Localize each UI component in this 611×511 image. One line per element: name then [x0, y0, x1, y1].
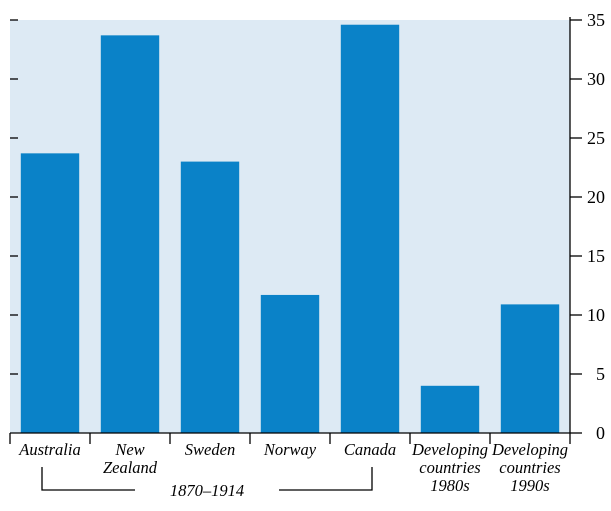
y-tick-label: 5 — [596, 364, 605, 384]
bar-6 — [500, 304, 560, 433]
bar-2 — [180, 161, 240, 433]
group-bracket: 1870–1914 — [41, 467, 373, 500]
bar-0 — [20, 153, 80, 433]
axes-group: 0 5 10 15 20 25 30 35 — [9, 10, 605, 444]
bar-5 — [420, 385, 480, 433]
category-label-1: New Zealand — [103, 440, 158, 477]
group-bracket-line — [41, 467, 373, 491]
y-tick-label: 10 — [587, 305, 605, 325]
y-tick-label: 15 — [587, 246, 605, 266]
bar-4 — [340, 24, 400, 433]
category-label-5: Developing countries 1980s — [411, 440, 488, 495]
bar-1 — [100, 35, 160, 434]
category-label-6: Developing countries 1990s — [491, 440, 568, 495]
y-tick-label: 30 — [587, 69, 605, 89]
bar-3 — [260, 294, 320, 433]
category-label-3: Norway — [263, 440, 317, 459]
y-tick-label: 35 — [587, 10, 605, 30]
group-bracket-label: 1870–1914 — [170, 481, 244, 500]
bars-group — [20, 24, 560, 434]
y-tick-label: 25 — [587, 128, 605, 148]
category-label-2: Sweden — [185, 440, 235, 459]
y-tick-label: 0 — [596, 423, 605, 443]
category-label-4: Canada — [344, 440, 396, 459]
y-tick-label: 20 — [587, 187, 605, 207]
category-labels-group: Australia New Zealand Sweden Norway Canada Dev… — [18, 440, 568, 495]
category-label-0: Australia — [18, 440, 80, 459]
